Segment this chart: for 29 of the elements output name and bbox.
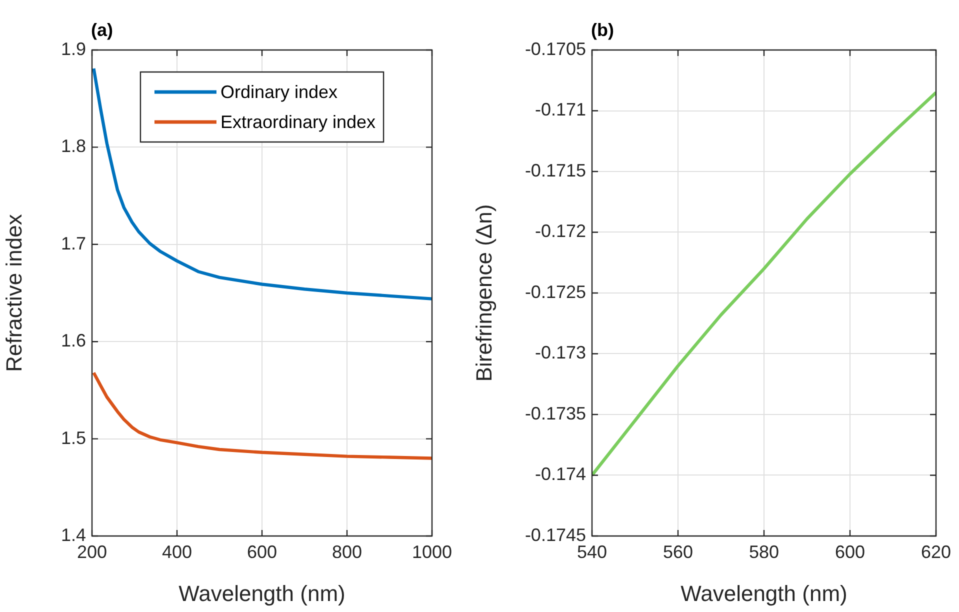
y-tick-label: 1.6 — [60, 330, 86, 351]
y-tick-label: -0.173 — [534, 342, 586, 363]
x-tick-label: 580 — [748, 542, 780, 562]
x-axis-title: Wavelength (nm) — [680, 580, 848, 606]
x-tick-label: 400 — [162, 542, 192, 562]
legend-label: Extraordinary index — [220, 112, 376, 132]
x-tick-label: 600 — [834, 542, 866, 562]
y-tick-label: -0.1735 — [524, 403, 586, 424]
y-tick-label: -0.171 — [534, 100, 586, 120]
y-tick-label: -0.1705 — [524, 38, 586, 59]
x-tick-label: 800 — [332, 542, 362, 562]
x-axis-title: Wavelength (nm) — [178, 580, 346, 606]
y-axis-title: Refractive index — [1, 214, 26, 372]
y-tick-label: 1.7 — [60, 233, 86, 254]
chart-title: (a) — [91, 20, 114, 40]
legend-label: Ordinary index — [220, 82, 338, 102]
y-tick-label: 1.8 — [60, 136, 86, 156]
x-tick-label: 600 — [246, 542, 278, 562]
x-tick-label: 1000 — [412, 542, 452, 562]
y-tick-label: -0.172 — [534, 221, 586, 242]
y-tick-label: 1.5 — [60, 428, 86, 448]
y-tick-label: -0.1725 — [524, 282, 586, 302]
chart-title: (b) — [591, 20, 614, 40]
y-axis-title: Birefringence (Δn) — [471, 204, 496, 382]
y-tick-label: -0.174 — [534, 464, 586, 484]
y-tick-label: -0.1715 — [524, 160, 586, 180]
x-tick-label: 620 — [920, 542, 952, 562]
y-tick-label: 1.9 — [60, 38, 86, 59]
x-tick-label: 560 — [662, 542, 694, 562]
